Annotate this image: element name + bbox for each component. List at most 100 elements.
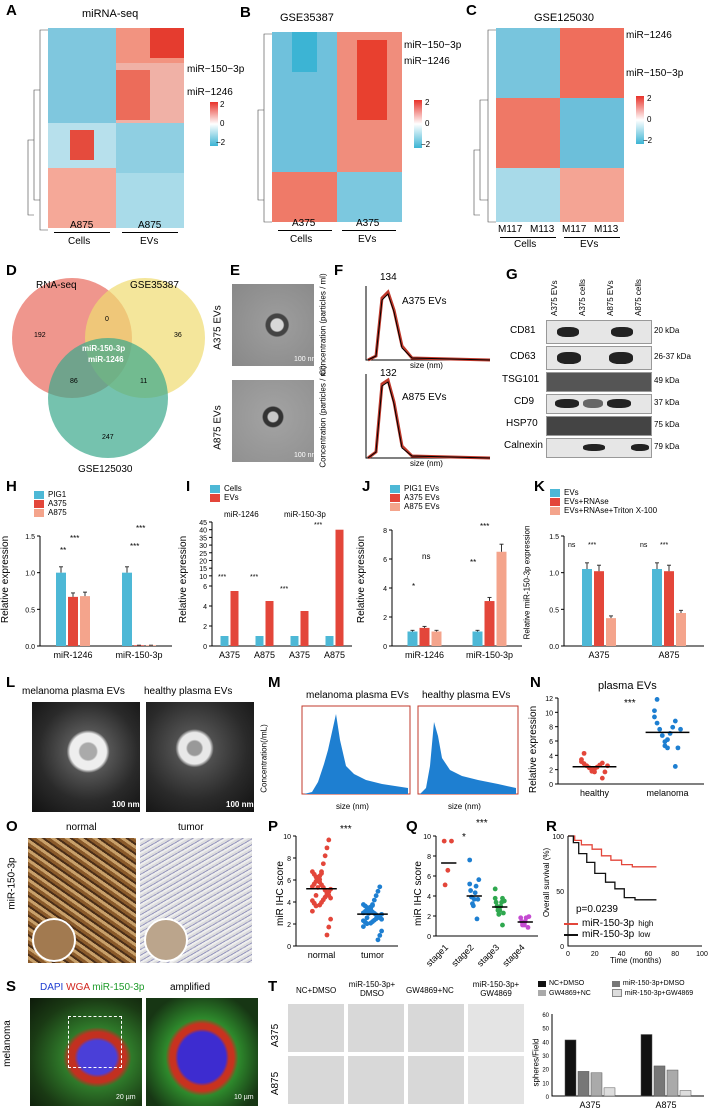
blot-row (546, 372, 652, 392)
bar (68, 596, 78, 646)
y-tick-label: 6 (427, 874, 431, 881)
heatmap-label-2: miR−1246 (404, 56, 450, 67)
legend-label: PIG1 (48, 490, 67, 499)
micrograph-label: A875 EVs (212, 405, 224, 450)
axis (551, 1014, 704, 1097)
data-point (670, 724, 676, 730)
x-tick-label: 20 (591, 951, 599, 958)
panel-a: A miRNA-seq miR−150−3p miR−1246 2 0 −2 A… (0, 0, 244, 250)
legend-label: NC+DMSO (549, 980, 585, 987)
blot-row (546, 320, 652, 344)
protein-label: CD9 (514, 396, 535, 407)
data-point (375, 888, 381, 894)
x-tick-label: miR-1246 (53, 650, 92, 660)
y-tick-label: 50 (542, 1027, 549, 1033)
data-point (500, 895, 505, 901)
nta-plots (365, 286, 491, 460)
panel-h: H PIG1 A375 A875 Relative expression 0.0… (0, 478, 180, 668)
x-tick-label: normal (308, 950, 336, 960)
data-point (672, 764, 678, 769)
data-point (326, 837, 332, 843)
data-point (675, 745, 681, 751)
bar (652, 569, 662, 646)
scale-tick: 0 (647, 115, 652, 124)
legend-label: miR-150-3p+DMSO (622, 980, 685, 987)
data-point (581, 750, 587, 756)
data-point (495, 907, 501, 913)
data-point (492, 895, 498, 901)
scale-tick: 2 (647, 94, 652, 103)
bar (666, 1069, 679, 1097)
y-tick-label: 2 (549, 768, 553, 775)
sig-label: *** (280, 586, 289, 593)
y-tick-label: 1.5 (549, 534, 559, 541)
sphere-image (288, 1056, 344, 1104)
panel-letter: O (6, 818, 18, 835)
bar (603, 1087, 616, 1097)
panel-letter: T (268, 978, 278, 995)
sig-label: *** (340, 824, 352, 835)
y-tick-label: 6 (549, 739, 553, 746)
panel-e: E A375 EVs A875 EVs 100 nm 100 nm (210, 262, 322, 472)
y-tick-label: 1.0 (549, 571, 559, 578)
x-tick-label: A875 (655, 1100, 676, 1110)
legend: PIG1 EVs A375 EVs A875 EVs (390, 484, 440, 511)
column-label: GW4869+NC (406, 986, 454, 995)
sphere-image (408, 1056, 464, 1104)
panel-letter: M (268, 674, 281, 691)
y-tick-label: 0 (383, 644, 387, 651)
venn-center-label: miR-1246 (88, 355, 124, 364)
sig-label: *** (218, 574, 227, 581)
kda-label: 26-37 kDa (654, 352, 691, 361)
y-tick-label: 25 (199, 551, 207, 558)
fluorescence-image-amplified (146, 998, 258, 1106)
data-point (520, 922, 525, 928)
panel-letter: G (506, 266, 518, 283)
scale-bar-label: 100 nm (226, 800, 254, 809)
peak-label: 132 (380, 368, 397, 379)
y-tick-label: 4 (383, 586, 387, 593)
panel-letter: J (362, 478, 371, 495)
stain-legend: DAPI WGA miR-150-3p (40, 982, 145, 993)
y-tick-label: 8 (383, 528, 387, 535)
bar (407, 631, 418, 646)
data-point (370, 903, 375, 908)
legend-label: A875 EVs (404, 502, 440, 511)
legend-label: EVs (564, 488, 579, 497)
x-tick-label: A375 (219, 650, 240, 660)
legend-label: EVs (224, 493, 239, 502)
x-tick-label: 80 (671, 951, 679, 958)
lane-label: A375 EVs (550, 280, 559, 316)
y-tick-label: 0.5 (25, 607, 35, 614)
data-point (500, 910, 506, 916)
panel-m: M melanoma plasma EVs healthy plasma EVs… (260, 674, 524, 814)
tem-image-melanoma (32, 702, 140, 812)
data-point (441, 838, 447, 844)
y-tick-label: 0.0 (549, 644, 559, 651)
tem-image-a875 (232, 380, 314, 462)
kda-label: 79 kDa (654, 442, 680, 451)
y-tick-label: 0 (560, 944, 564, 951)
heatmap-label-1: miR−1246 (626, 30, 672, 41)
sig-label: *** (660, 542, 669, 549)
y-tick-label: 4 (427, 894, 431, 901)
x-axis-label: size (nm) (336, 802, 369, 811)
survival-curve-high (568, 835, 657, 868)
kda-label: 75 kDa (654, 420, 680, 429)
panel-p: P miR IHC score 0 2 4 6 8 10 normal tumor *** (262, 818, 402, 978)
column-label: normal (66, 822, 97, 833)
scale-tick: 0 (425, 119, 430, 128)
x-tick-label: A875 (324, 650, 345, 660)
panel-letter: A (6, 2, 17, 19)
x-tick-label: tumor (361, 950, 384, 960)
column-label: NC+DMSO (296, 986, 337, 995)
venn-set-label: GSE125030 (78, 464, 133, 475)
lane-label: A875 cells (634, 279, 643, 316)
y-tick-label: 2 (287, 922, 291, 929)
x-tick-label: stage4 (500, 942, 526, 968)
y-tick-label: 2 (427, 914, 431, 921)
heatmap-label-2: miR−1246 (187, 87, 233, 98)
x-axis-label: size (nm) (448, 802, 481, 811)
scale-tick: 2 (220, 100, 225, 109)
panel-letter: L (6, 674, 16, 691)
